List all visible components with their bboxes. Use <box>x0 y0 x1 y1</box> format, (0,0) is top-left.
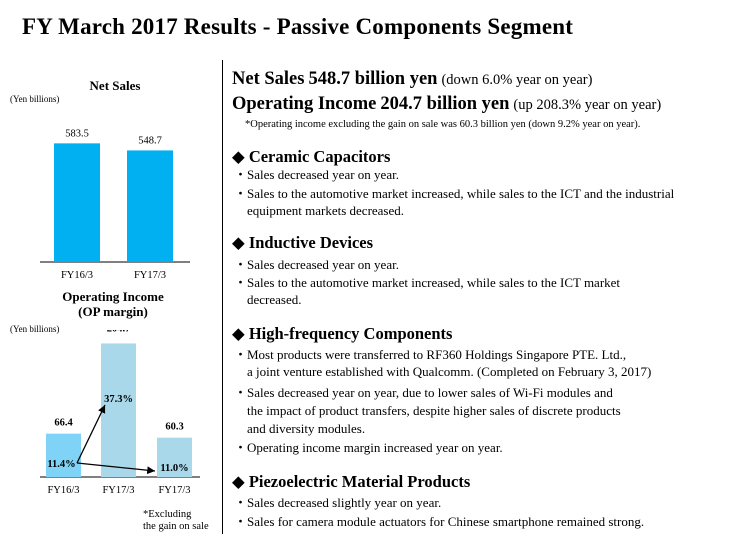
op-income-value-label: 60.3 <box>165 422 183 433</box>
net-sales-summary-change: (down 6.0% year on year) <box>441 72 593 88</box>
op-income-category-label: FY16/3 <box>47 485 79 496</box>
hf-bullet-2-cont-2: and diversity modules. <box>247 421 366 436</box>
net-sales-summary: Net Sales 548.7 billion yen (down 6.0% y… <box>232 69 592 90</box>
footnote-excluding: *Excluding <box>143 509 192 520</box>
ceramic-bullet-1: ・Sales decreased year on year. <box>234 167 399 182</box>
op-income-summary-value: 204.7 billion yen <box>380 94 510 114</box>
net-sales-unit-label: (Yen billions) <box>10 94 60 104</box>
net-sales-category-label: FY17/3 <box>134 270 166 281</box>
op-margin-arrow <box>76 462 156 475</box>
op-income-bar <box>46 433 81 477</box>
inductive-bullet-2: ・Sales to the automotive market increase… <box>234 275 621 290</box>
op-margin-label: 11.0% <box>160 463 188 474</box>
piezoelectric-heading: ◆ Piezoelectric Material Products <box>232 472 471 491</box>
hf-bullet-1-cont: a joint venture established with Qualcom… <box>247 364 652 379</box>
inductive-bullet-2-cont: decreased. <box>247 292 302 307</box>
op-income-bar <box>101 343 136 477</box>
op-margin-label: 11.4% <box>47 459 75 470</box>
ceramic-capacitors-heading: ◆ Ceramic Capacitors <box>232 147 391 166</box>
inductive-bullet-1: ・Sales decreased year on year. <box>234 257 399 272</box>
net-sales-chart-title: Net Sales <box>89 78 141 93</box>
ceramic-bullet-2-cont: equipment markets decreased. <box>247 203 405 218</box>
net-sales-summary-value: 548.7 billion yen <box>308 69 438 89</box>
op-income-bar <box>157 437 192 477</box>
hf-bullet-1: ・Most products were transferred to RF360… <box>234 347 627 362</box>
op-income-summary: Operating Income 204.7 billion yen (up 2… <box>232 94 661 115</box>
hf-bullet-2: ・Sales decreased year on year, due to lo… <box>234 385 613 400</box>
net-sales-value-label: 583.5 <box>65 128 89 139</box>
net-sales-chart: 583.5 FY16/3 548.7 FY17/3 <box>40 128 190 281</box>
op-income-summary-label: Operating Income <box>232 94 377 114</box>
hf-bullet-3: ・Operating income margin increased year … <box>234 440 503 455</box>
op-income-note: *Operating income excluding the gain on … <box>245 119 641 130</box>
net-sales-value-label: 548.7 <box>138 135 162 146</box>
hf-bullet-2-cont-1: the impact of product transfers, despite… <box>247 403 621 418</box>
footnote-gain-on-sale: the gain on sale <box>143 521 209 532</box>
net-sales-summary-label: Net Sales <box>232 69 305 89</box>
op-income-chart-title: Operating Income <box>62 289 164 304</box>
high-frequency-heading: ◆ High-frequency Components <box>232 324 453 343</box>
op-income-category-label: FY17/3 <box>102 485 134 496</box>
op-income-value-label: 204.7 <box>107 330 131 334</box>
page-title: FY March 2017 Results - Passive Componen… <box>22 14 574 39</box>
op-income-category-label: FY17/3 <box>158 485 190 496</box>
op-income-chart-subtitle: (OP margin) <box>78 304 148 319</box>
piezo-bullet-2: ・Sales for camera module actuators for C… <box>234 514 645 529</box>
op-income-unit-label: (Yen billions) <box>10 324 60 334</box>
op-margin-arrow <box>76 404 106 464</box>
net-sales-bar <box>127 150 173 262</box>
ceramic-bullet-2: ・Sales to the automotive market increase… <box>234 186 675 201</box>
op-margin-label: 37.3% <box>104 394 133 405</box>
op-income-summary-change: (up 208.3% year on year) <box>513 97 662 113</box>
column-divider <box>222 60 223 534</box>
net-sales-bar <box>54 143 100 262</box>
net-sales-category-label: FY16/3 <box>61 270 93 281</box>
op-income-chart: 66.4 FY16/3 204.7 FY17/3 60.3 FY17/3 11.4% 37.3… <box>40 330 200 496</box>
op-income-value-label: 66.4 <box>54 418 73 429</box>
piezo-bullet-1: ・Sales decreased slightly year on year. <box>234 495 442 510</box>
inductive-devices-heading: ◆ Inductive Devices <box>232 233 374 252</box>
